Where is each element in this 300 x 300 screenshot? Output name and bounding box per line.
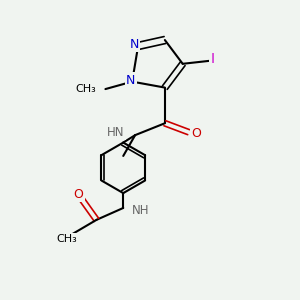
Text: CH₃: CH₃ [76,84,97,94]
Text: CH₃: CH₃ [56,234,77,244]
Text: O: O [74,188,84,201]
Text: HN: HN [107,126,125,139]
Text: NH: NH [132,204,150,218]
Text: N: N [126,74,135,87]
Text: O: O [191,127,201,140]
Text: N: N [130,38,139,51]
Text: I: I [210,52,214,66]
